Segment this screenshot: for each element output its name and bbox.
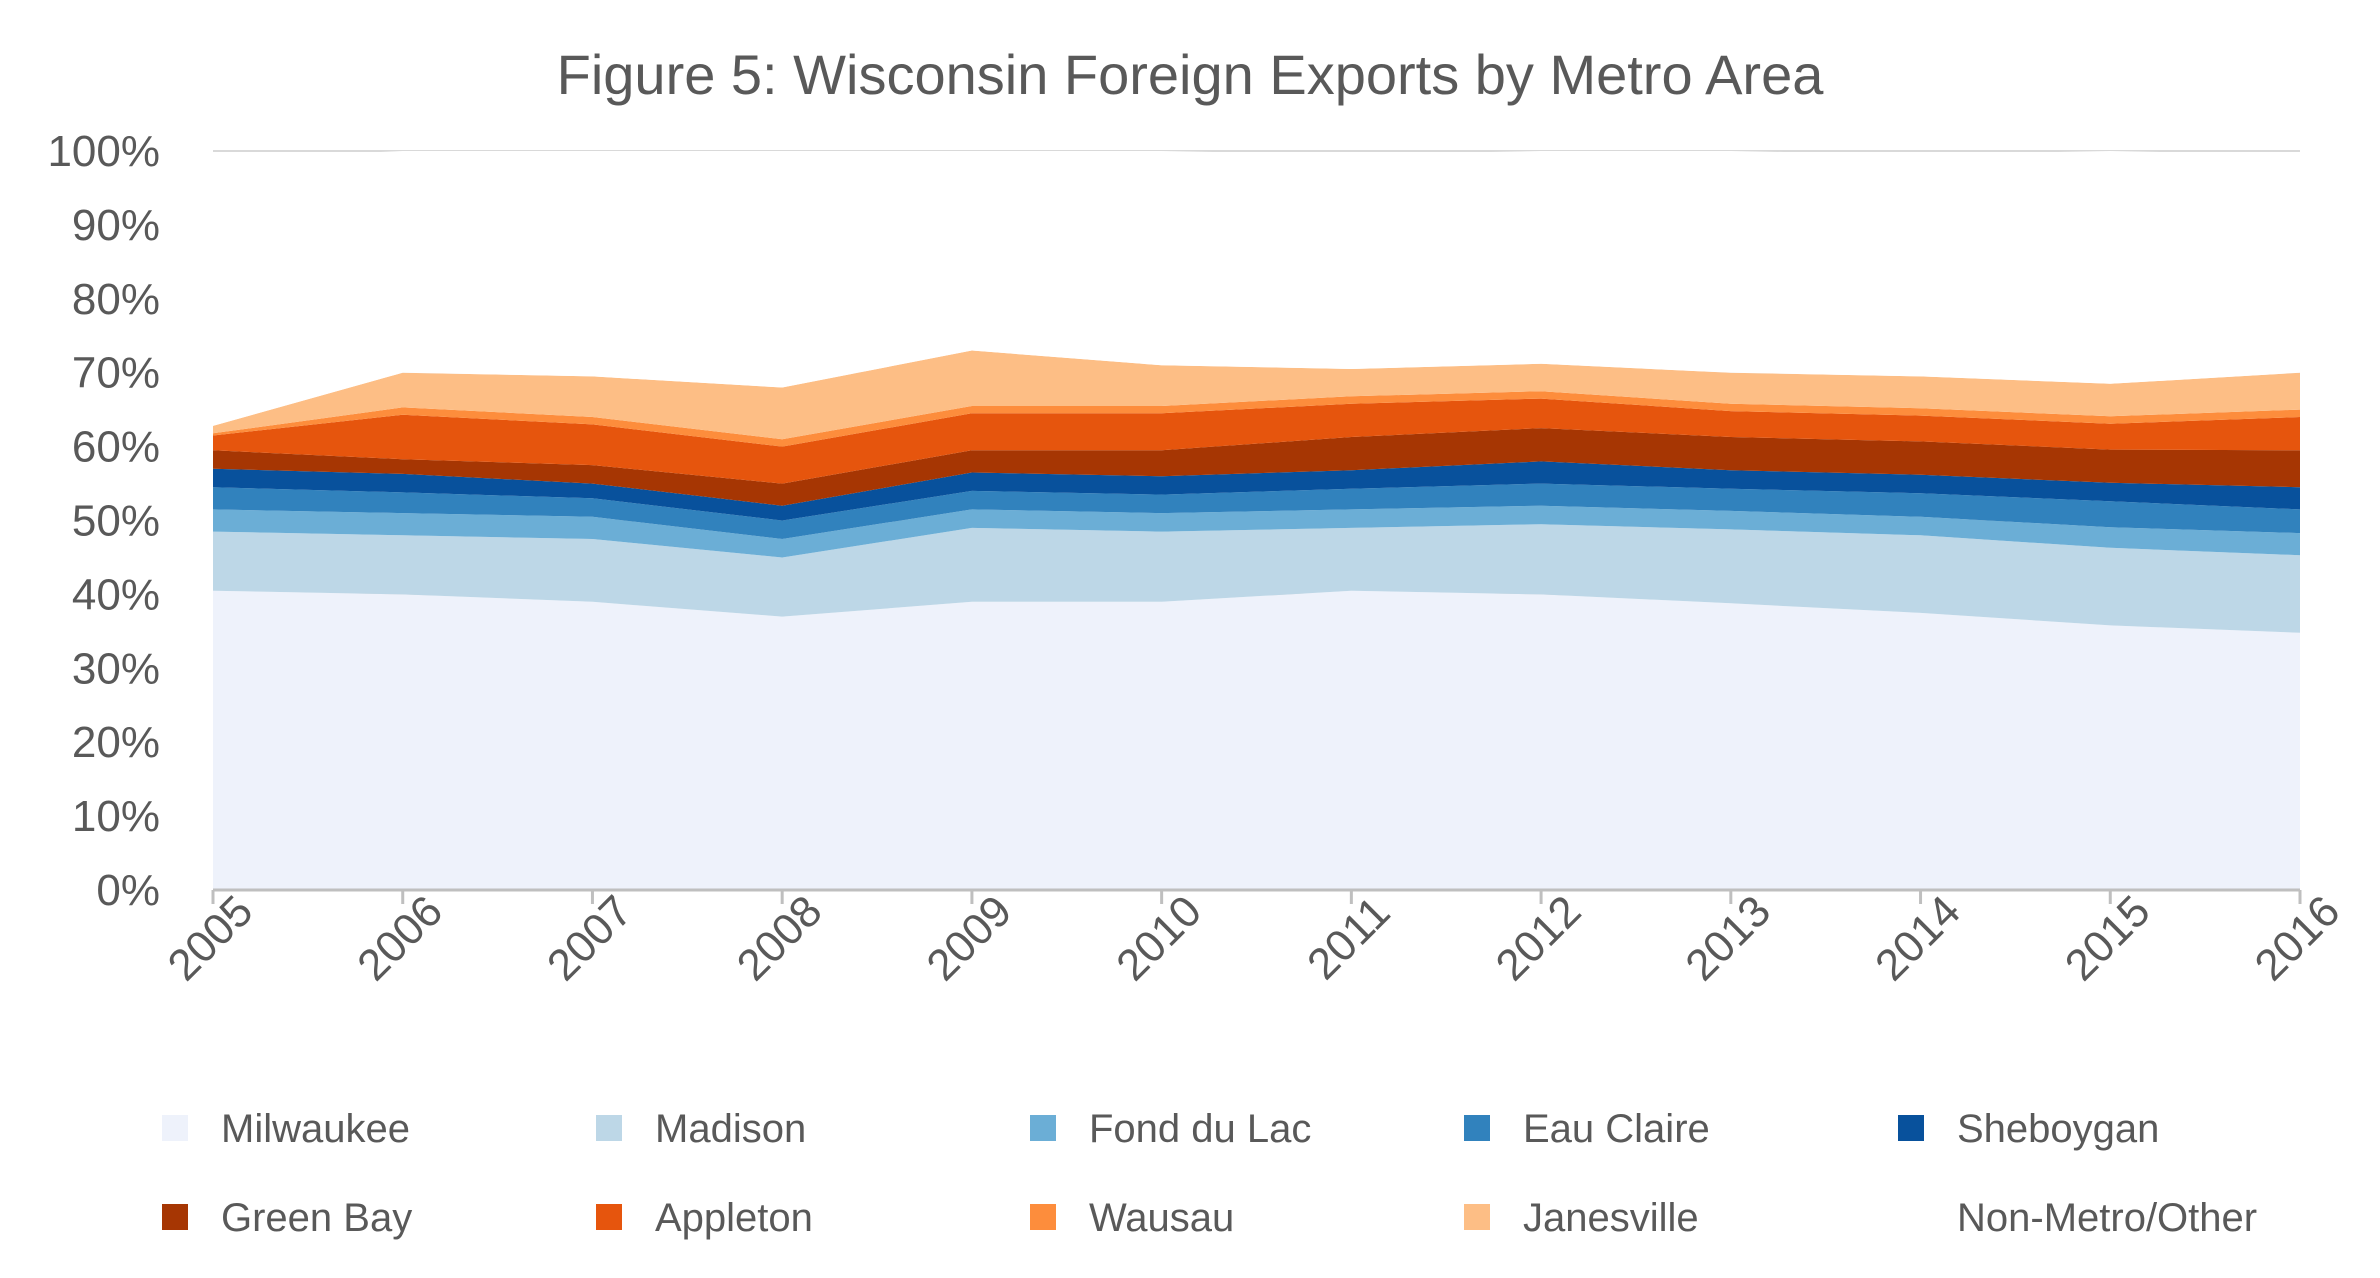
y-tick-label: 60%	[72, 423, 160, 472]
legend-item-non-metro-other: Non-Metro/Other	[1898, 1196, 2257, 1240]
legend-item-eau-claire: Eau Claire	[1464, 1107, 1710, 1151]
area-eau-claire	[213, 483, 2300, 539]
area-non-metro-other	[213, 151, 2300, 426]
legend-item-sheboygan: Sheboygan	[1898, 1107, 2159, 1151]
x-tick-label: 2014	[1866, 886, 1970, 990]
legend-label: Green Bay	[221, 1196, 412, 1240]
y-tick-label: 10%	[72, 792, 160, 841]
area-janesville	[213, 350, 2300, 440]
x-tick-label: 2005	[158, 886, 262, 990]
legend-item-fond-du-lac: Fond du Lac	[1030, 1107, 1311, 1151]
legend-label: Fond du Lac	[1089, 1107, 1311, 1151]
y-tick-label: 80%	[72, 275, 160, 324]
legend-label: Eau Claire	[1523, 1107, 1710, 1151]
area-wausau	[213, 391, 2300, 447]
x-tick-label: 2012	[1487, 886, 1591, 990]
legend-label: Sheboygan	[1957, 1107, 2159, 1151]
area-madison	[213, 524, 2300, 633]
y-tick-label: 90%	[72, 201, 160, 250]
x-axis: 2005 2006 2007 2008 2009 2010 2011 2012 2013 2014…	[158, 886, 2349, 990]
area-sheboygan	[213, 461, 2300, 521]
legend-item-madison: Madison	[596, 1107, 806, 1151]
legend-label: Non-Metro/Other	[1957, 1196, 2257, 1240]
legend-swatch	[1898, 1115, 1924, 1141]
area-green-bay	[213, 428, 2300, 506]
legend-item-wausau: Wausau	[1030, 1196, 1234, 1240]
legend-swatch	[1464, 1204, 1490, 1230]
legend: Milwaukee Madison Fond du Lac Eau Claire She…	[162, 1107, 2257, 1240]
legend-swatch	[162, 1115, 188, 1141]
legend-item-milwaukee: Milwaukee	[162, 1107, 410, 1151]
legend-item-appleton: Appleton	[596, 1196, 813, 1240]
legend-swatch	[596, 1115, 622, 1141]
y-tick-label: 40%	[72, 570, 160, 619]
x-tick-label: 2007	[538, 886, 642, 990]
legend-label: Janesville	[1523, 1196, 1699, 1240]
y-axis-ticks: 0% 10% 20% 30% 40% 50% 60% 70% 80% 90% 100%	[47, 127, 160, 915]
legend-swatch	[1898, 1204, 1924, 1230]
y-tick-label: 0%	[96, 866, 160, 915]
x-tick-label: 2008	[728, 886, 832, 990]
y-tick-label: 30%	[72, 644, 160, 693]
legend-swatch	[1464, 1115, 1490, 1141]
legend-label: Wausau	[1089, 1196, 1234, 1240]
x-tick-label: 2011	[1298, 888, 1400, 990]
x-tick-label: 2015	[2056, 886, 2160, 990]
legend-swatch	[596, 1204, 622, 1230]
y-tick-label: 50%	[72, 497, 160, 546]
legend-item-janesville: Janesville	[1464, 1196, 1699, 1240]
legend-swatch	[162, 1204, 188, 1230]
legend-label: Madison	[655, 1107, 806, 1151]
area-series	[213, 151, 2300, 890]
y-tick-label: 20%	[72, 718, 160, 767]
legend-label: Appleton	[655, 1196, 813, 1240]
x-tick-label: 2010	[1107, 886, 1211, 990]
x-tick-label: 2006	[348, 886, 452, 990]
y-tick-label: 70%	[72, 349, 160, 398]
x-tick-label: 2009	[917, 886, 1021, 990]
legend-swatch	[1030, 1204, 1056, 1230]
legend-swatch	[1030, 1115, 1056, 1141]
x-tick-label: 2013	[1676, 886, 1780, 990]
area-milwaukee	[213, 590, 2300, 890]
y-tick-label: 100%	[47, 127, 160, 176]
x-tick-label: 2016	[2245, 886, 2349, 990]
area-appleton	[213, 398, 2300, 484]
chart-title: Figure 5: Wisconsin Foreign Exports by M…	[556, 43, 1824, 106]
area-fond-du-lac	[213, 505, 2300, 558]
legend-item-green-bay: Green Bay	[162, 1196, 412, 1240]
legend-label: Milwaukee	[221, 1107, 410, 1151]
